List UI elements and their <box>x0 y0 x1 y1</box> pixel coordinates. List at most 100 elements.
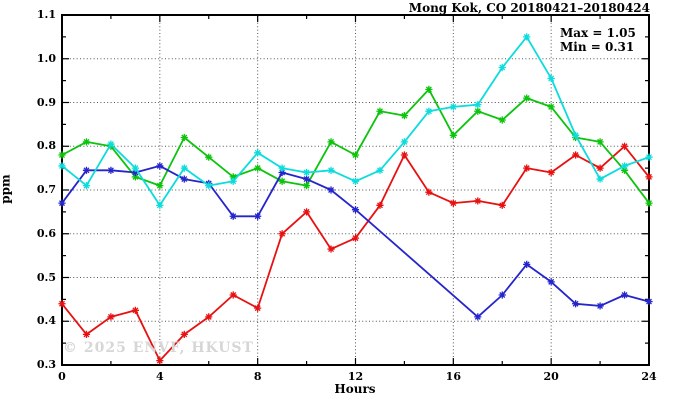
data-point-marker <box>131 306 139 314</box>
data-point-marker <box>180 133 188 142</box>
data-point-marker <box>156 182 164 190</box>
data-point-marker <box>498 201 506 209</box>
data-point-marker <box>254 164 262 172</box>
data-point-marker <box>547 278 555 286</box>
data-point-marker <box>131 164 139 172</box>
data-point-marker <box>620 166 629 174</box>
data-point-marker <box>376 107 384 115</box>
data-point-marker <box>400 151 409 159</box>
data-point-marker <box>523 33 531 41</box>
data-point-marker <box>572 300 580 308</box>
data-point-marker <box>229 212 237 220</box>
data-point-marker <box>131 173 139 181</box>
data-point-marker <box>302 182 311 190</box>
x-tick-label: 16 <box>445 370 461 383</box>
data-point-marker <box>82 330 91 338</box>
data-point-marker <box>645 173 653 181</box>
y-tick-label: 0.6 <box>36 226 56 240</box>
data-point-marker <box>82 166 91 174</box>
x-tick-label: 8 <box>253 370 262 383</box>
data-point-marker <box>302 208 311 216</box>
data-point-marker <box>498 291 506 299</box>
data-point-marker <box>376 166 384 174</box>
x-tick-label: 4 <box>156 370 164 383</box>
data-point-marker <box>327 138 335 146</box>
y-tick-label: 0.9 <box>36 95 56 109</box>
data-point-marker <box>58 151 66 159</box>
y-tick-label: 1.0 <box>36 51 56 65</box>
data-point-marker <box>327 166 335 174</box>
y-tick-label: 0.3 <box>36 358 56 371</box>
data-point-marker <box>278 168 286 177</box>
data-point-marker <box>302 175 311 183</box>
data-point-marker <box>58 199 66 207</box>
data-point-marker <box>400 112 409 120</box>
red-line <box>58 142 653 365</box>
data-point-marker <box>254 304 262 312</box>
x-axis-label: Hours <box>334 382 376 396</box>
y-tick-label: 0.5 <box>36 270 56 284</box>
watermark: © 2025 ENVF, HKUST <box>63 340 254 356</box>
data-point-marker <box>327 186 335 194</box>
data-point-marker <box>645 153 653 161</box>
data-point-marker <box>572 131 580 139</box>
data-point-marker <box>205 313 213 321</box>
data-point-marker <box>278 164 286 172</box>
data-point-marker <box>474 197 482 205</box>
data-point-marker <box>620 162 629 170</box>
data-point-marker <box>523 94 531 102</box>
data-point-marker <box>547 74 555 83</box>
data-point-marker <box>229 173 237 181</box>
stats-annotation: Max = 1.05 Min = 0.31 <box>560 26 636 54</box>
data-point-marker <box>107 166 115 174</box>
data-point-marker <box>254 149 262 157</box>
data-point-marker <box>596 164 604 172</box>
data-point-marker <box>400 138 409 146</box>
data-point-marker <box>327 245 335 253</box>
data-point-marker <box>547 103 555 111</box>
data-point-marker <box>645 199 653 207</box>
data-point-marker <box>302 168 311 177</box>
data-point-marker <box>596 175 604 183</box>
data-point-marker <box>474 101 482 109</box>
data-point-marker <box>278 230 286 238</box>
data-point-marker <box>596 138 604 146</box>
x-tick-label: 24 <box>641 370 657 383</box>
data-point-marker <box>351 206 360 214</box>
data-point-marker <box>449 103 457 111</box>
data-point-marker <box>254 212 262 220</box>
data-point-marker <box>229 177 237 185</box>
data-point-marker <box>107 140 115 148</box>
y-tick-label: 0.4 <box>36 314 56 328</box>
data-point-marker <box>156 201 164 209</box>
data-point-marker <box>156 357 164 365</box>
data-point-marker <box>425 188 433 196</box>
data-point-marker <box>351 234 360 242</box>
data-point-marker <box>107 313 115 321</box>
data-point-marker <box>498 116 506 124</box>
data-point-marker <box>523 164 531 172</box>
data-point-marker <box>180 164 188 172</box>
data-point-marker <box>425 85 433 93</box>
data-point-marker <box>351 151 360 159</box>
data-point-marker <box>156 162 164 170</box>
data-point-marker <box>474 313 482 321</box>
data-point-marker <box>498 63 506 72</box>
y-tick-label: 1.1 <box>36 8 56 21</box>
blue-line <box>58 162 653 321</box>
cyan-line <box>58 33 653 209</box>
y-tick-label: 0.7 <box>36 183 56 196</box>
data-point-marker <box>82 182 91 190</box>
x-tick-label: 0 <box>58 370 66 383</box>
x-tick-label: 20 <box>543 370 559 383</box>
data-point-marker <box>449 199 457 207</box>
chart-title: Mong Kok, CO 20180421–20180424 <box>408 1 650 15</box>
data-point-marker <box>58 300 66 308</box>
x-tick-label: 12 <box>347 370 364 383</box>
data-point-marker <box>205 153 213 161</box>
data-point-marker <box>376 201 384 209</box>
data-point-marker <box>180 175 188 183</box>
data-point-marker <box>180 330 188 338</box>
